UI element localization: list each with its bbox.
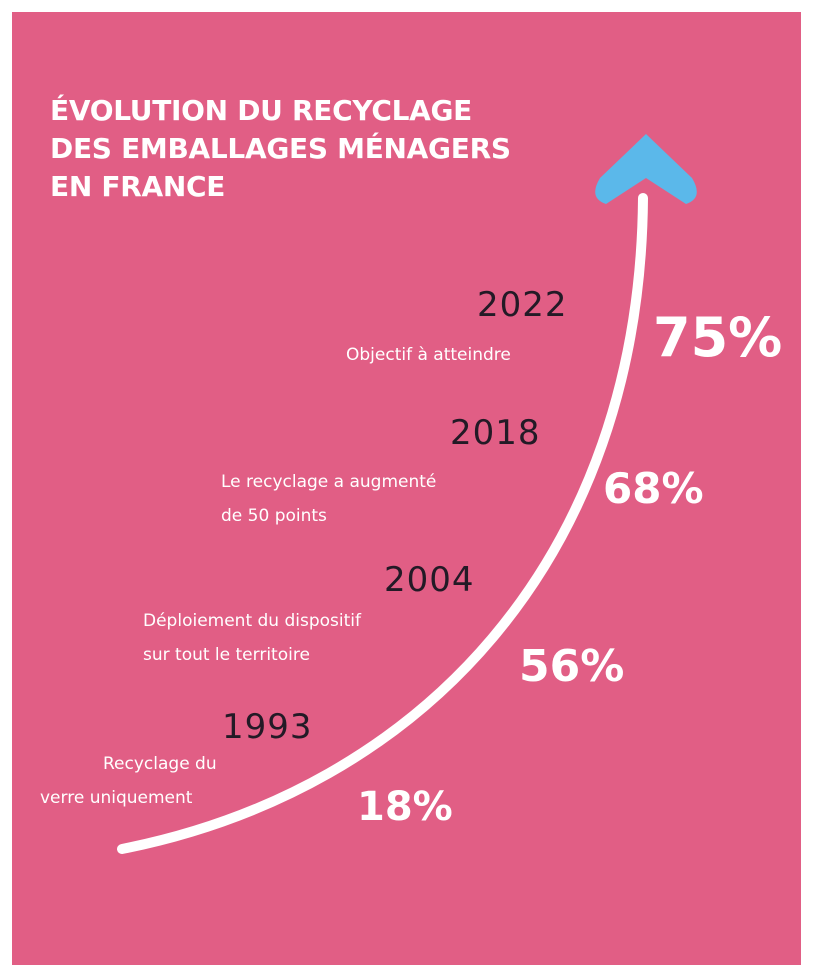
chart-title: ÉVOLUTION DU RECYCLAGE DES EMBALLAGES MÉ… [50,92,511,206]
arrow-up-icon [595,134,697,204]
annotation-2018-line-1: Le recyclage a augmenté [221,472,437,492]
year-label-2022: 2022 [477,285,568,325]
annotation-2022-line-1: Objectif à atteindre [346,345,511,365]
annotation-2004: Déploiement du dispositif sur tout le te… [143,604,361,672]
annotation-2004-line-1: Déploiement du dispositif [143,611,361,631]
annotation-1993-line-1: Recyclage du [103,754,217,774]
year-label-2018: 2018 [450,413,541,453]
annotation-1993-line-2: verre uniquement [40,788,193,808]
title-line-2: DES EMBALLAGES MÉNAGERS [50,132,511,165]
growth-curve-line [117,193,648,854]
value-label-18: 18% [357,784,453,830]
title-line-1: ÉVOLUTION DU RECYCLAGE [50,94,472,127]
value-label-56: 56% [519,641,625,692]
value-label-68: 68% [603,464,704,513]
year-label-1993: 1993 [222,707,313,747]
annotation-2018: Le recyclage a augmenté de 50 points [221,465,436,533]
annotation-2022: Objectif à atteindre [346,338,511,372]
annotation-1993: Recyclage du verre uniquement [40,747,217,815]
annotation-2004-line-2: sur tout le territoire [143,645,310,665]
title-line-3: EN FRANCE [50,170,226,203]
year-label-2004: 2004 [384,560,475,600]
value-label-75: 75% [653,306,783,369]
annotation-2018-line-2: de 50 points [221,506,327,526]
